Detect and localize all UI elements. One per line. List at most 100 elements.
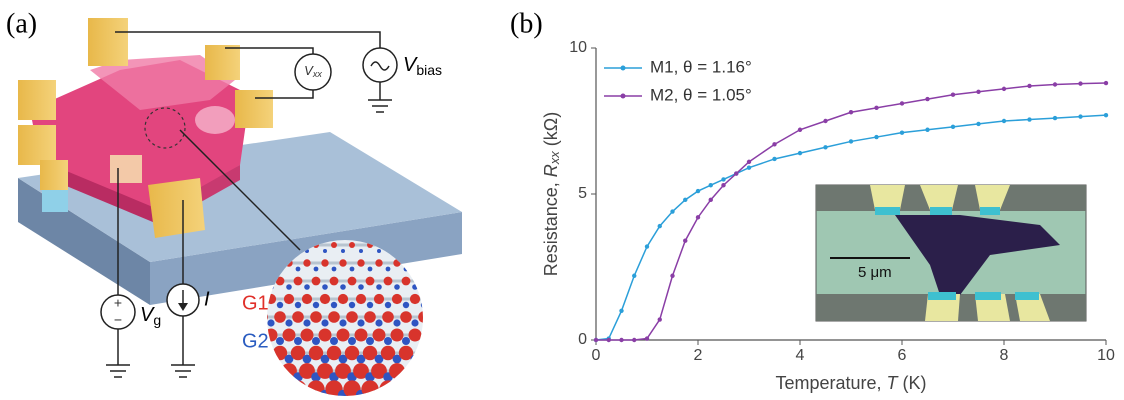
- atom: [283, 389, 295, 396]
- atom: [361, 380, 379, 396]
- atom: [420, 337, 423, 345]
- atom: [321, 319, 329, 327]
- atom: [343, 380, 361, 396]
- data-point: [670, 273, 675, 278]
- atom: [476, 267, 481, 272]
- device-schematic: [18, 18, 483, 400]
- data-point: [683, 238, 688, 243]
- x-tick-label: 0: [592, 347, 601, 364]
- atom: [393, 319, 401, 327]
- atom: [340, 284, 346, 290]
- data-point: [708, 197, 713, 203]
- data-point: [619, 308, 624, 313]
- atom: [457, 302, 463, 308]
- atom: [419, 372, 423, 382]
- atom: [465, 355, 474, 364]
- symbol: V: [304, 63, 314, 78]
- data-point: [976, 121, 981, 127]
- atom: [301, 389, 313, 396]
- data-point: [1027, 117, 1032, 122]
- atom: [271, 380, 289, 396]
- y-tick-label: 0: [578, 331, 587, 348]
- atom: [433, 380, 450, 397]
- atom: [365, 276, 375, 286]
- data-point: [772, 156, 777, 162]
- atom: [373, 389, 385, 396]
- atom: [455, 372, 465, 382]
- atom: [409, 293, 421, 305]
- atom: [374, 354, 384, 364]
- atom: [458, 267, 463, 272]
- data-point: [925, 96, 930, 102]
- atom: [366, 337, 374, 345]
- data-point: [823, 145, 828, 150]
- data-point: [670, 209, 675, 214]
- atom: [375, 259, 383, 267]
- atom: [465, 319, 472, 326]
- data-point: [797, 127, 803, 132]
- data-point: [1052, 82, 1058, 87]
- legend-label: M1, θ = 1.16°: [650, 57, 752, 76]
- plus-sign: +: [114, 295, 122, 311]
- atom: [338, 354, 348, 364]
- data-point: [1078, 81, 1083, 86]
- data-point: [746, 165, 752, 170]
- atom: [418, 311, 423, 323]
- data-point: [797, 150, 803, 156]
- unit: (K): [903, 373, 927, 393]
- y-tick-label: 5: [578, 185, 587, 202]
- atom: [473, 372, 483, 382]
- data-point: [1001, 118, 1007, 124]
- data-point: [695, 215, 701, 220]
- atom: [317, 363, 333, 379]
- layer-label: G2: [242, 330, 269, 352]
- atom: [419, 276, 423, 286]
- inset-micrograph: [815, 184, 1087, 322]
- data-point: [619, 337, 624, 343]
- data-point: [746, 159, 752, 165]
- atom: [367, 266, 373, 272]
- atom: [337, 293, 349, 305]
- atom: [412, 284, 418, 290]
- atom: [390, 328, 404, 342]
- legend-marker: [620, 93, 626, 99]
- atom: [463, 329, 476, 342]
- atom: [349, 242, 355, 248]
- symbol: V: [403, 54, 418, 76]
- data-point: [1103, 112, 1109, 118]
- atom: [465, 259, 472, 266]
- atom: [349, 266, 355, 272]
- data-point: [899, 101, 905, 106]
- data-point: [950, 124, 956, 130]
- atom: [302, 354, 312, 364]
- atom: [428, 390, 438, 400]
- atom: [285, 319, 293, 327]
- data-point: [734, 171, 739, 176]
- subscript: bias: [416, 62, 442, 78]
- minus-sign: −: [114, 312, 122, 328]
- atom: [357, 319, 365, 327]
- atom: [438, 277, 447, 286]
- atom: [411, 319, 419, 327]
- atom: [429, 355, 438, 364]
- data-point: [1001, 86, 1007, 92]
- x-axis-title: Temperature, T (K): [775, 373, 926, 393]
- data-point: [721, 177, 726, 182]
- atom: [348, 337, 356, 345]
- atom: [391, 293, 403, 305]
- atom: [275, 372, 285, 382]
- symbol: T: [887, 373, 900, 393]
- data-point: [874, 105, 879, 111]
- y-axis-title: Resistance, Rxx (kΩ): [541, 112, 563, 277]
- atom: [295, 266, 301, 272]
- atom: [448, 284, 454, 290]
- atom: [389, 363, 405, 379]
- atom: [303, 259, 311, 267]
- atom: [341, 249, 345, 253]
- panel-label: (a): [6, 8, 37, 39]
- chart: 0 5 10 0 2 4 6 8 10 Temperature, T (K) Resistance, Rx…: [541, 39, 1115, 393]
- atom: [358, 284, 364, 290]
- atom: [300, 328, 314, 342]
- atom: [391, 389, 403, 396]
- atom: [336, 328, 350, 342]
